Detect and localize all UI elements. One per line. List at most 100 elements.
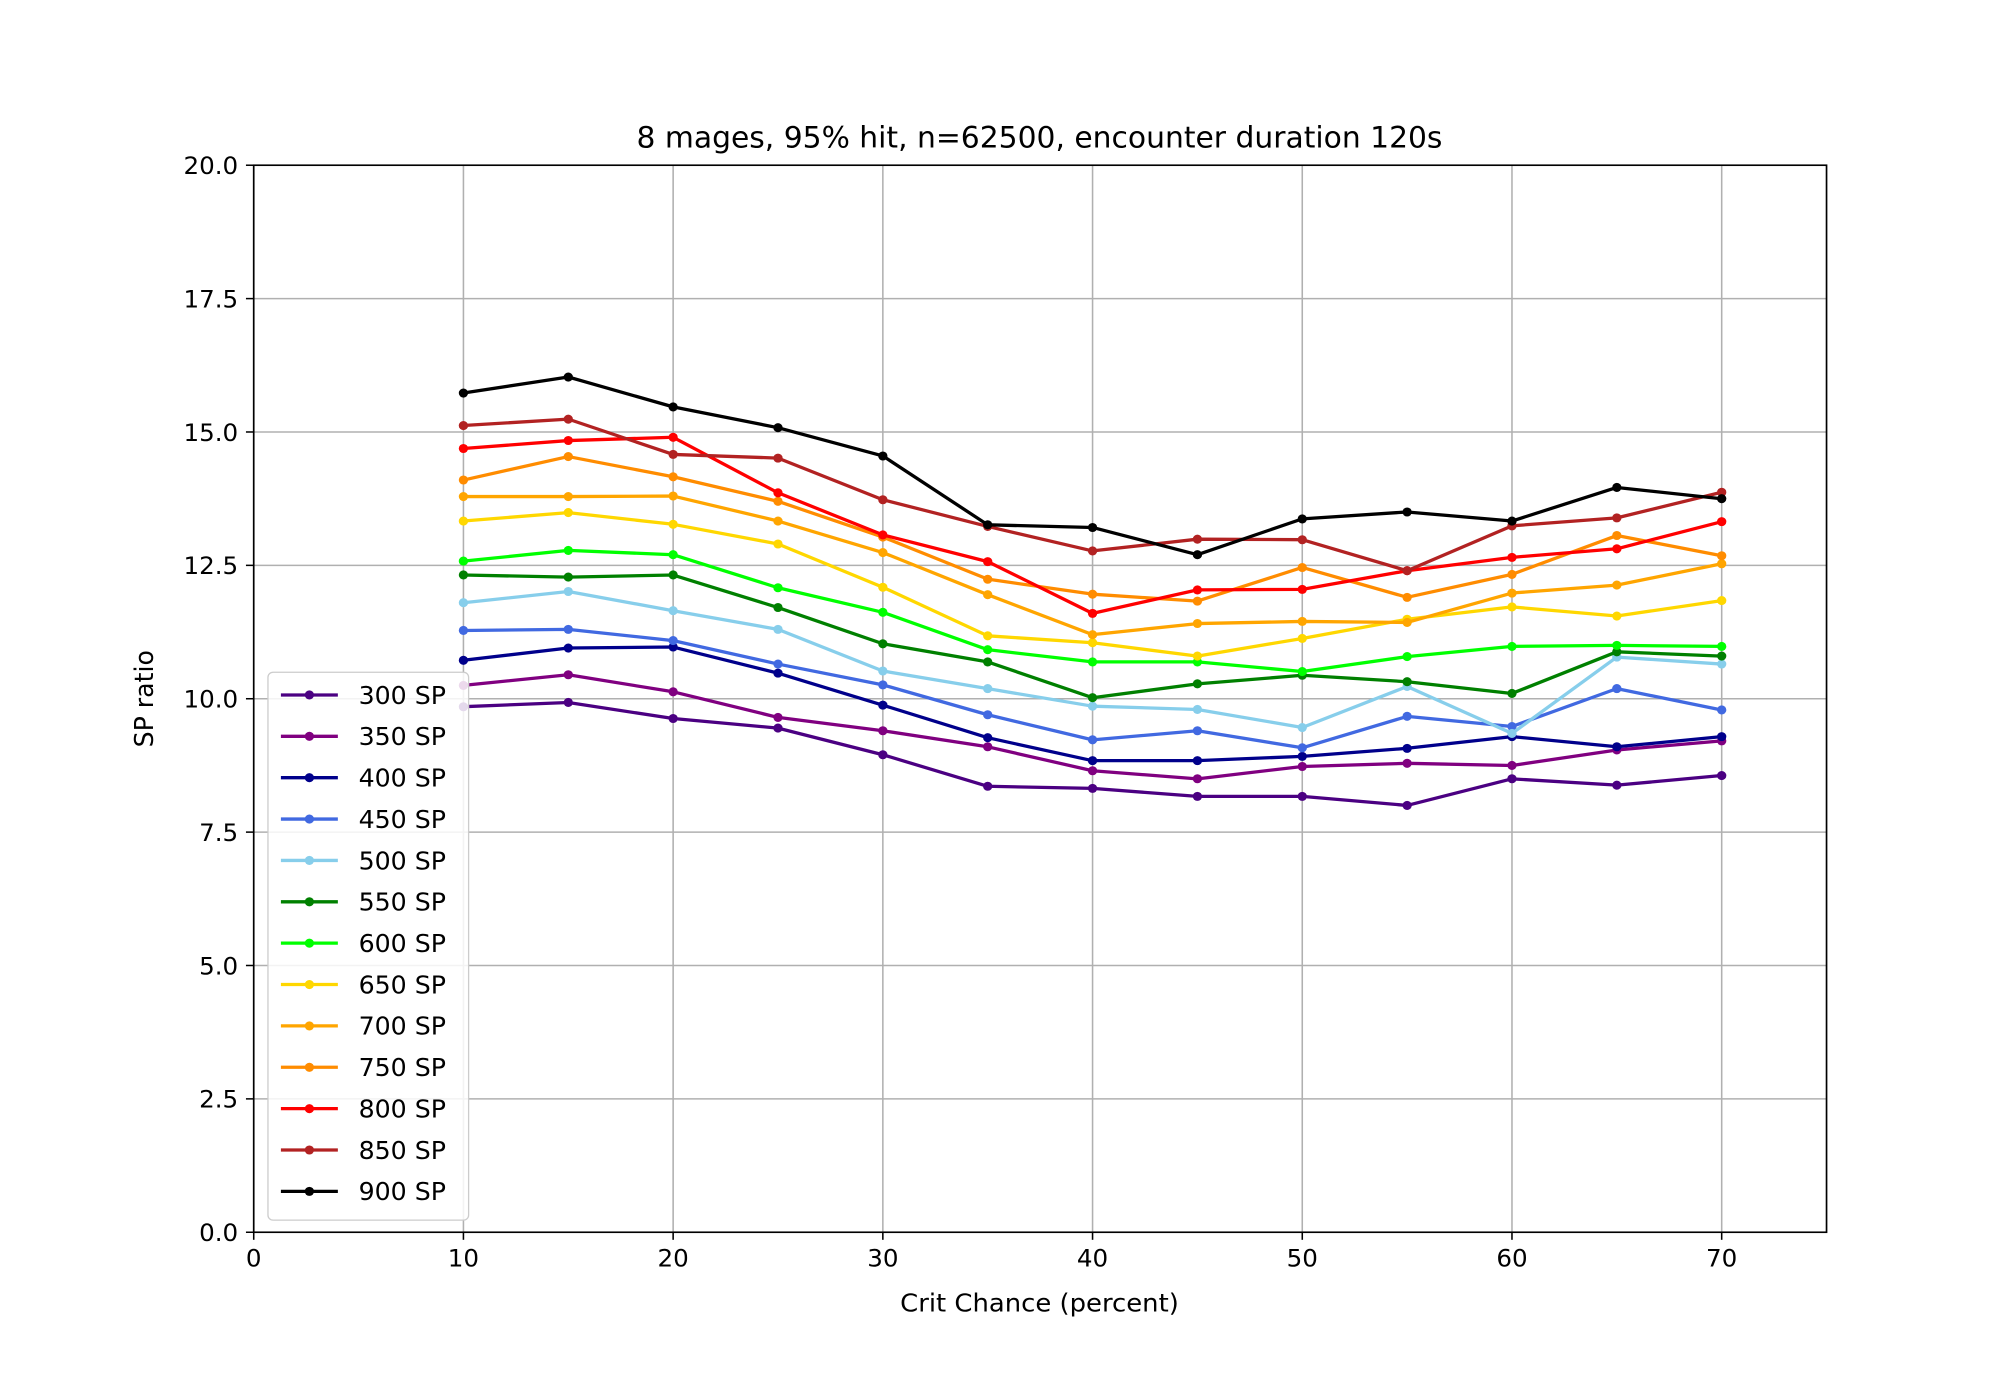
- data-point-400-sp: [1612, 742, 1622, 752]
- data-point-500-sp: [1087, 701, 1098, 711]
- legend-item: 500 SP: [280, 847, 446, 875]
- legend-item: 550 SP: [280, 888, 446, 917]
- data-point-500-sp: [878, 666, 888, 676]
- data-point-450-sp: [563, 624, 573, 634]
- y-tick-label: 17.5: [183, 285, 238, 314]
- data-point-350-sp: [878, 726, 888, 736]
- data-point-700-sp: [1717, 559, 1727, 569]
- data-point-300-sp: [773, 723, 783, 733]
- data-point-850-sp: [1087, 546, 1098, 556]
- data-point-400-sp: [668, 642, 678, 652]
- data-point-650-sp: [1612, 611, 1622, 621]
- data-point-350-sp: [773, 712, 783, 722]
- data-point-800-sp: [1507, 552, 1517, 562]
- data-point-400-sp: [983, 733, 993, 743]
- x-axis-title: Crit Chance (percent): [900, 1289, 1179, 1319]
- data-point-300-sp: [878, 750, 888, 760]
- data-point-850-sp: [1402, 566, 1412, 576]
- x-tick-label: 20: [657, 1244, 688, 1273]
- legend-label: 700 SP: [359, 1012, 446, 1041]
- legend-item: 750 SP: [280, 1053, 446, 1082]
- series-650-sp: [458, 508, 1727, 661]
- data-point-400-sp: [1087, 756, 1098, 766]
- data-point-700-sp: [1402, 617, 1412, 627]
- data-point-650-sp: [668, 519, 678, 529]
- data-point-650-sp: [983, 631, 993, 641]
- data-point-300-sp: [1717, 771, 1727, 781]
- data-point-550-sp: [983, 657, 993, 667]
- chart-title: 8 mages, 95% hit, n=62500, encounter dur…: [637, 121, 1443, 155]
- data-point-550-sp: [773, 602, 783, 613]
- data-point-350-sp: [983, 742, 993, 752]
- data-point-400-sp: [878, 700, 888, 710]
- data-point-700-sp: [563, 491, 573, 502]
- data-point-400-sp: [1402, 743, 1412, 753]
- data-point-500-sp: [668, 606, 678, 616]
- data-point-900-sp: [458, 388, 469, 398]
- data-point-800-sp: [983, 557, 993, 567]
- legend-item: 850 SP: [280, 1136, 446, 1165]
- legend-label: 600 SP: [359, 929, 446, 958]
- data-point-450-sp: [1612, 684, 1622, 694]
- data-point-550-sp: [668, 570, 678, 580]
- data-point-850-sp: [1717, 487, 1727, 497]
- data-point-750-sp: [1717, 551, 1727, 561]
- data-point-700-sp: [773, 516, 783, 526]
- x-tick-label: 0: [246, 1244, 262, 1273]
- data-point-650-sp: [1087, 638, 1098, 648]
- data-point-700-sp: [1192, 618, 1203, 629]
- y-axis-title: SP ratio: [129, 650, 159, 747]
- data-point-850-sp: [878, 495, 888, 505]
- y-axis-ticks: 0.0 2.5 5.0 7.5 10.0 12.5 15.0 17.5 20.0: [183, 151, 254, 1247]
- data-point-400-sp: [1192, 756, 1203, 766]
- data-point-550-sp: [563, 572, 573, 582]
- data-point-700-sp: [1087, 630, 1098, 640]
- data-point-550-sp: [1402, 677, 1412, 687]
- legend-swatch-marker: [304, 1104, 315, 1114]
- data-point-300-sp: [1297, 791, 1307, 801]
- legend-label: 650 SP: [359, 971, 446, 1000]
- data-point-600-sp: [458, 556, 469, 566]
- legend-item: 400 SP: [280, 764, 446, 793]
- data-point-750-sp: [1507, 569, 1517, 579]
- data-point-600-sp: [983, 645, 993, 655]
- data-point-550-sp: [1087, 693, 1098, 703]
- data-point-800-sp: [458, 443, 469, 454]
- data-point-350-sp: [668, 687, 678, 697]
- series-750-sp: [458, 451, 1727, 606]
- data-point-750-sp: [458, 475, 469, 485]
- data-point-550-sp: [1507, 688, 1517, 698]
- data-point-550-sp: [878, 639, 888, 649]
- data-point-750-sp: [1612, 530, 1622, 541]
- data-point-600-sp: [1297, 666, 1307, 677]
- data-point-800-sp: [1192, 585, 1203, 595]
- legend-item: 900 SP: [280, 1178, 446, 1207]
- data-point-750-sp: [668, 472, 678, 482]
- data-point-350-sp: [563, 670, 573, 680]
- x-tick-label: 50: [1287, 1244, 1318, 1273]
- data-point-600-sp: [1612, 640, 1622, 650]
- y-tick-label: 5.0: [199, 952, 238, 981]
- data-point-750-sp: [773, 496, 783, 506]
- data-point-400-sp: [1297, 751, 1307, 761]
- data-point-850-sp: [773, 453, 783, 463]
- data-point-850-sp: [1612, 513, 1622, 523]
- data-point-850-sp: [668, 449, 678, 459]
- legend-label: 900 SP: [359, 1178, 446, 1207]
- legend-label: 550 SP: [359, 888, 446, 917]
- data-point-500-sp: [1192, 704, 1203, 714]
- legend-label: 300 SP: [359, 681, 446, 710]
- legend-label: 400 SP: [359, 764, 446, 793]
- data-point-400-sp: [458, 655, 469, 665]
- data-point-350-sp: [1507, 760, 1517, 770]
- legend-item: 350 SP: [280, 722, 446, 751]
- legend-swatch-marker: [304, 1062, 315, 1072]
- data-point-700-sp: [983, 590, 993, 600]
- legend-swatch-marker: [304, 690, 315, 700]
- data-point-600-sp: [878, 607, 888, 617]
- data-point-350-sp: [1192, 774, 1203, 784]
- data-point-900-sp: [563, 372, 573, 382]
- data-point-600-sp: [1087, 657, 1098, 667]
- data-point-900-sp: [1507, 516, 1517, 526]
